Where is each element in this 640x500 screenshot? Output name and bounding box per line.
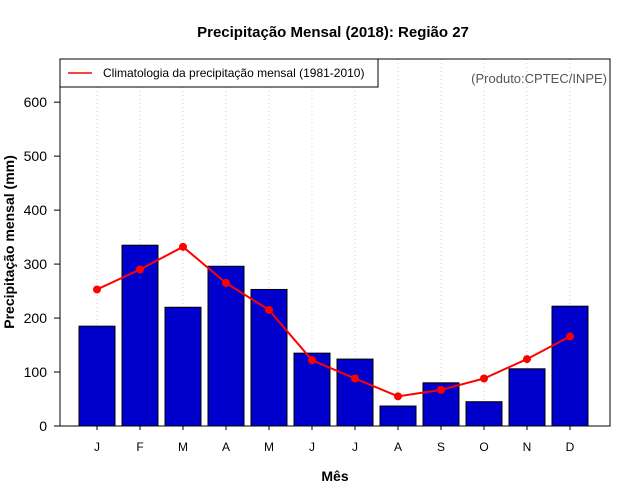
bar-8 [379,405,417,427]
x-tick-label: F [136,440,143,454]
y-tick-label: 0 [39,418,47,434]
y-tick-label: 300 [24,256,48,272]
y-axis: 0 100 200 300 400 500 600 [24,94,60,434]
x-tick-label: D [566,440,575,454]
bar-10 [465,401,503,427]
bar-7 [336,358,374,427]
chart-title: Precipitação Mensal (2018): Região 27 [197,24,469,41]
climatology-point-11 [523,355,531,364]
climatology-point-6 [308,356,316,365]
bar-11 [508,368,546,427]
climatology-point-2 [136,265,144,274]
bar-1 [78,325,116,427]
source-annotation: (Produto:CPTEC/INPE) [471,71,607,86]
bar-4 [207,265,245,427]
y-tick-label: 400 [24,202,48,218]
x-tick-label: N [523,440,532,454]
legend: Climatologia da precipitação mensal (198… [59,58,379,88]
y-tick-label: 200 [24,310,48,326]
climatology-line-layer [93,242,574,401]
x-tick-label: A [394,440,402,454]
climatology-point-8 [394,392,402,401]
climatology-point-9 [437,385,445,394]
x-tick-label: A [222,440,230,454]
x-tick-label: S [437,440,445,454]
climatology-point-12 [566,332,574,341]
x-axis-label: Mês [321,468,348,484]
x-tick-label: J [309,440,315,454]
climatology-point-4 [222,278,230,287]
climatology-point-7 [351,374,359,383]
legend-label: Climatologia da precipitação mensal (198… [103,66,364,80]
bars [78,244,589,427]
x-tick-label: M [178,440,188,454]
x-tick-label: M [264,440,274,454]
climatology-line [96,245,571,398]
climatology-point-10 [480,374,488,383]
y-tick-label: 100 [24,364,48,380]
y-axis-label: Precipitação mensal (mm) [1,155,17,329]
bar-3 [164,306,202,427]
x-tick-label: O [479,440,488,454]
x-tick-label: J [352,440,358,454]
climatology-point-5 [265,305,273,314]
climatology-point-1 [93,285,101,294]
legend-box [59,58,379,88]
climatology-point-3 [179,242,187,251]
x-tick-label: J [94,440,100,454]
bar-12 [551,305,589,427]
y-tick-label: 600 [24,94,48,110]
y-tick-label: 500 [24,148,48,164]
